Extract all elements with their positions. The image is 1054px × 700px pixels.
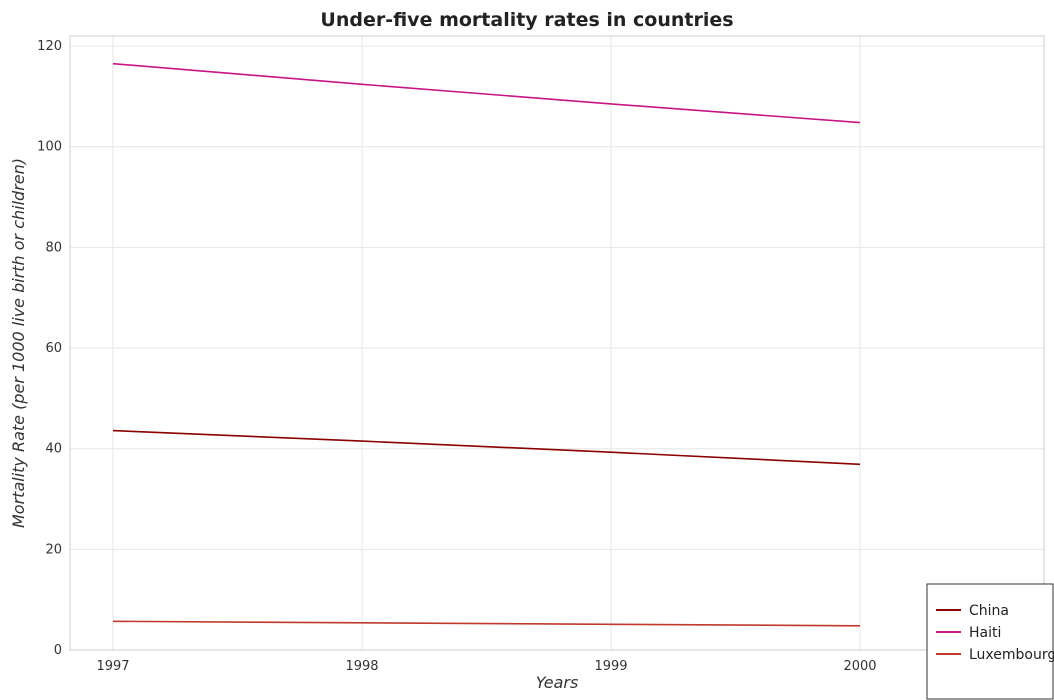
legend: China Haiti Luxembourg bbox=[927, 584, 1054, 699]
x-axis-label: Years bbox=[536, 673, 579, 692]
y-tick-label: 0 bbox=[54, 643, 62, 658]
x-tick-label: 2000 bbox=[843, 659, 876, 674]
y-tick-label: 20 bbox=[45, 542, 62, 557]
chart-title: Under-five mortality rates in countries bbox=[320, 9, 733, 31]
y-ticks: 0 20 40 60 80 100 120 bbox=[37, 39, 62, 658]
y-tick-label: 60 bbox=[45, 341, 62, 356]
series-lines bbox=[113, 64, 860, 626]
y-axis-label: Mortality Rate (per 1000 live birth or c… bbox=[9, 158, 28, 528]
y-tick-label: 40 bbox=[45, 442, 62, 457]
y-tick-label: 120 bbox=[37, 39, 62, 54]
plot-frame bbox=[70, 36, 1044, 650]
grid bbox=[70, 36, 1044, 650]
legend-label: Haiti bbox=[969, 625, 1001, 641]
x-tick-label: 1997 bbox=[96, 659, 129, 674]
y-tick-label: 100 bbox=[37, 140, 62, 155]
x-ticks: 1997 1998 1999 2000 bbox=[96, 659, 876, 674]
legend-label: China bbox=[969, 603, 1009, 619]
series-line-china bbox=[113, 431, 860, 465]
legend-label: Luxembourg bbox=[969, 647, 1054, 663]
series-line-luxembourg bbox=[113, 621, 860, 626]
legend-box bbox=[927, 584, 1053, 699]
y-tick-label: 80 bbox=[45, 240, 62, 255]
x-tick-label: 1998 bbox=[345, 659, 378, 674]
series-line-haiti bbox=[113, 64, 860, 123]
x-tick-label: 1999 bbox=[594, 659, 627, 674]
